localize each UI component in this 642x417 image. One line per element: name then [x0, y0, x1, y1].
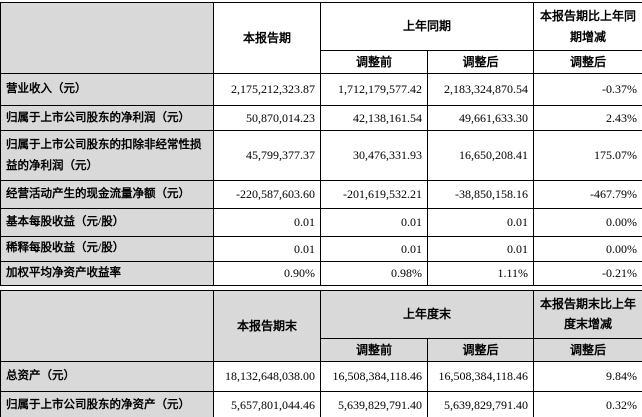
- row-label: 归属于上市公司股东的净资产（元）: [0, 391, 214, 417]
- value-current: 0.01: [213, 236, 321, 262]
- table-row: 稀释每股收益（元/股） 0.01 0.01 0.01 0.00%: [0, 236, 642, 262]
- value-after: 0.01: [426, 208, 535, 238]
- subheader-before-adjust: 调整前: [320, 337, 428, 363]
- table-header-row: 本报告期 上年同期 本报告期比上年同期增减: [0, 1, 642, 75]
- table-row: 营业收入（元） 2,175,212,323.87 1,712,179,577.4…: [0, 73, 642, 107]
- value-change: -467.79%: [533, 180, 642, 210]
- value-change: 175.07%: [533, 130, 642, 182]
- table-row: 基本每股收益（元/股） 0.01 0.01 0.01 0.00%: [0, 208, 642, 238]
- value-after: 16,650,208.41: [426, 130, 535, 182]
- row-label: 营业收入（元）: [0, 73, 214, 107]
- table-row: 经营活动产生的现金流量净额（元） -220,587,603.60 -201,61…: [0, 180, 642, 210]
- table-row: 加权平均净资产收益率 0.90% 0.98% 1.11% -0.21%: [0, 260, 642, 286]
- subheader-after-adjust: 调整后: [426, 337, 535, 363]
- header-period-end-change: 本报告期末比上年度末增减: [533, 289, 642, 339]
- value-after: 49,661,633.30: [426, 105, 535, 132]
- row-label: 总资产（元）: [0, 361, 214, 393]
- header-current-period: 本报告期: [213, 1, 321, 75]
- value-current: -220,587,603.60: [213, 180, 321, 210]
- corner-cell: [0, 1, 214, 75]
- row-label: 经营活动产生的现金流量净额（元）: [0, 180, 214, 210]
- table-row: 归属于上市公司股东的净利润（元） 50,870,014.23 42,138,16…: [0, 105, 642, 132]
- table-subheader-row: 调整前 调整后 调整后: [1, 337, 642, 363]
- assets-table: 本报告期末 上年度末 本报告期末比上年度末增减 调整前 调整后 调整后 总资产（…: [0, 289, 642, 417]
- value-after: 5,639,829,791.40: [426, 391, 535, 417]
- row-label: 稀释每股收益（元/股）: [0, 236, 214, 262]
- table-header-row: 本报告期末 上年度末 本报告期末比上年度末增减: [0, 289, 642, 363]
- value-before: 0.01: [320, 208, 428, 238]
- key-metrics-table: 本报告期 上年同期 本报告期比上年同期增减 调整前 调整后 调整后 营业收入（元…: [0, 1, 642, 286]
- row-label: 基本每股收益（元/股）: [0, 208, 214, 238]
- value-change: -0.37%: [533, 73, 642, 107]
- value-current: 0.90%: [213, 260, 321, 286]
- value-after: 16,508,384,118.46: [426, 361, 535, 393]
- value-current: 18,132,648,038.00: [213, 361, 321, 393]
- corner-cell: [0, 289, 214, 363]
- table-row: 总资产（元） 18,132,648,038.00 16,508,384,118.…: [0, 361, 642, 393]
- table-row: 归属于上市公司股东的扣除非经常性损益的净利润（元） 45,799,377.37 …: [0, 130, 642, 182]
- table-row: 归属于上市公司股东的净资产（元） 5,657,801,044.46 5,639,…: [0, 391, 642, 417]
- value-before: 5,639,829,791.40: [320, 391, 428, 417]
- value-before: 0.98%: [320, 260, 428, 286]
- header-prior-year-end: 上年度末: [319, 289, 535, 339]
- header-period-change: 本报告期比上年同期增减: [533, 2, 642, 51]
- value-change: 0.32%: [533, 391, 642, 417]
- subheader-after-adjust: 调整后: [426, 49, 535, 75]
- subheader-before-adjust: 调整前: [320, 49, 428, 75]
- value-before: 16,508,384,118.46: [320, 361, 428, 393]
- value-change: 2.43%: [533, 105, 642, 132]
- value-current: 5,657,801,044.46: [213, 391, 321, 417]
- value-current: 0.01: [213, 208, 321, 238]
- header-current-period-end: 本报告期末: [213, 289, 321, 363]
- value-after: 2,183,324,870.54: [426, 73, 535, 107]
- value-change: 9.84%: [533, 361, 642, 393]
- header-prior-period: 上年同期: [319, 2, 535, 51]
- value-before: 0.01: [320, 236, 428, 262]
- value-current: 50,870,014.23: [213, 105, 321, 132]
- value-after: 1.11%: [426, 260, 535, 286]
- value-current: 45,799,377.37: [213, 130, 321, 182]
- value-before: 42,138,161.54: [320, 105, 428, 132]
- value-after: 0.01: [426, 236, 535, 262]
- row-label: 加权平均净资产收益率: [0, 260, 214, 286]
- value-change: -0.21%: [533, 260, 642, 286]
- subheader-change-after-adjust: 调整后: [533, 337, 642, 363]
- value-change: 0.00%: [533, 236, 642, 262]
- value-before: 1,712,179,577.42: [320, 73, 428, 107]
- subheader-change-after-adjust: 调整后: [533, 49, 642, 75]
- value-before: -201,619,532.21: [320, 180, 428, 210]
- value-current: 2,175,212,323.87: [213, 73, 321, 107]
- value-change: 0.00%: [533, 208, 642, 238]
- row-label: 归属于上市公司股东的扣除非经常性损益的净利润（元）: [0, 130, 214, 182]
- value-before: 30,476,331.93: [320, 130, 428, 182]
- value-after: -38,850,158.16: [426, 180, 535, 210]
- row-label: 归属于上市公司股东的净利润（元）: [0, 105, 214, 132]
